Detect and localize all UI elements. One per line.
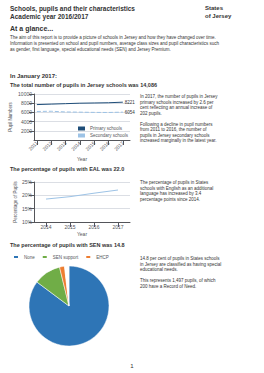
svg-text:from 2011 to 2016, the number: from 2011 to 2016, the number of [140, 127, 207, 132]
svg-text:4000: 4000 [21, 119, 32, 125]
svg-text:Year: Year [77, 156, 87, 162]
svg-text:The percentage of pupils with: The percentage of pupils with SEN was 14… [10, 242, 125, 248]
svg-text:Information is presented on sc: Information is presented on school and p… [10, 41, 220, 46]
svg-text:This represents 1,497 pupils,: This represents 1,497 pupils, of which [140, 278, 216, 283]
svg-text:The aim of this report is to p: The aim of this report is to provide a p… [10, 35, 216, 40]
svg-text:increased marginally in the la: increased marginally in the latest year. [140, 138, 217, 143]
svg-text:2015: 2015 [64, 224, 75, 230]
svg-text:In 2017, the number of pupils: In 2017, the number of pupils in Jersey [140, 94, 218, 99]
svg-text:schools with English as an add: schools with English as an additional [140, 186, 213, 191]
svg-text:language has increased by 3.4: language has increased by 3.4 [140, 191, 202, 196]
svg-text:8000: 8000 [21, 100, 32, 106]
svg-text:10%: 10% [22, 219, 33, 225]
svg-text:Schools, pupils and their char: Schools, pupils and their characteristic… [10, 5, 135, 13]
svg-text:2014: 2014 [40, 224, 51, 230]
svg-text:2016: 2016 [99, 140, 111, 152]
svg-text:The percentage of pupils in St: The percentage of pupils in States [140, 180, 209, 185]
svg-text:educational needs.: educational needs. [140, 267, 178, 272]
svg-text:2000: 2000 [21, 128, 32, 134]
svg-text:6000: 6000 [21, 109, 32, 115]
svg-text:cent reflecting an annual incr: cent reflecting an annual increase of [140, 105, 213, 110]
svg-text:2017: 2017 [112, 224, 123, 230]
svg-text:Following a decline in pupil n: Following a decline in pupil numbers [140, 122, 213, 127]
svg-text:None: None [24, 255, 35, 260]
svg-text:At a glance...: At a glance... [10, 25, 53, 33]
svg-text:EHCP: EHCP [96, 255, 109, 260]
svg-text:The percentage of pupils with: The percentage of pupils with EAL was 22… [10, 166, 124, 172]
svg-text:Pupil Numbers: Pupil Numbers [8, 101, 13, 131]
svg-text:Year: Year [77, 231, 87, 237]
svg-text:Academic year 2016/2017: Academic year 2016/2017 [10, 13, 89, 21]
svg-text:1: 1 [130, 363, 134, 369]
svg-text:2017: 2017 [113, 140, 125, 152]
svg-text:14.8 per cent of pupils in Sta: 14.8 per cent of pupils in States school… [140, 256, 220, 261]
svg-text:Primary schools: Primary schools [90, 126, 123, 131]
svg-text:In January 2017:: In January 2017: [10, 73, 57, 79]
svg-text:pupils in Jersey secondary sch: pupils in Jersey secondary schools [140, 133, 210, 138]
svg-text:Secondary schools: Secondary schools [90, 133, 129, 138]
svg-text:8221: 8221 [125, 100, 136, 105]
svg-text:2011: 2011 [27, 140, 39, 152]
svg-text:20%: 20% [22, 192, 33, 198]
svg-text:2014: 2014 [70, 140, 82, 152]
svg-text:Percentage of Pupils: Percentage of Pupils [13, 180, 18, 222]
svg-text:10000: 10000 [18, 91, 32, 97]
svg-text:States: States [205, 5, 224, 11]
svg-text:2016: 2016 [88, 224, 99, 230]
svg-text:2015: 2015 [84, 140, 96, 152]
svg-text:2012: 2012 [41, 140, 53, 152]
svg-text:15%: 15% [22, 206, 33, 212]
svg-text:2013: 2013 [56, 140, 68, 152]
svg-text:200 have a Record of Need.: 200 have a Record of Need. [140, 284, 196, 289]
svg-text:of Jersey: of Jersey [205, 13, 232, 19]
svg-text:as gender, first language, spe: as gender, first language, special educa… [10, 47, 171, 52]
svg-text:percentage points since 2014.: percentage points since 2014. [140, 197, 200, 202]
svg-text:202 pupils.: 202 pupils. [140, 111, 162, 116]
svg-text:in Jersey are classified as ha: in Jersey are classified as having speci… [140, 262, 221, 267]
svg-text:SEN support: SEN support [53, 255, 79, 260]
svg-text:6054: 6054 [125, 110, 136, 115]
svg-text:primary schools increased by 2: primary schools increased by 2.6 per [140, 100, 214, 105]
svg-text:The total number of pupils in: The total number of pupils in Jersey sch… [10, 82, 157, 88]
svg-text:25%: 25% [22, 179, 33, 185]
